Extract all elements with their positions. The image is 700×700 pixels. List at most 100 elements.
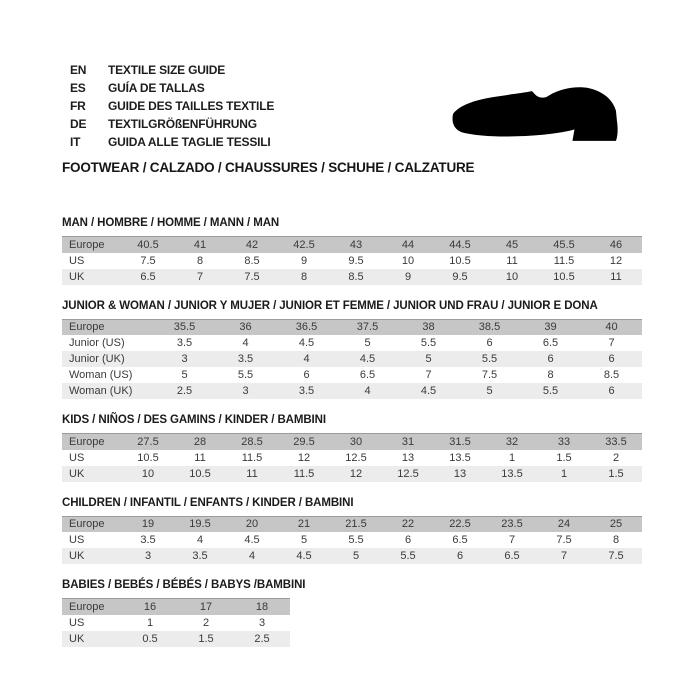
size-value: 6	[303, 369, 310, 381]
size-value: 10	[141, 467, 155, 480]
size-value: 3	[181, 353, 188, 365]
row-label: UK	[69, 270, 85, 283]
row-label: UK	[69, 632, 85, 645]
size-value: 6.5	[359, 369, 376, 381]
size-value: 4.5	[359, 353, 376, 365]
size-value: 5.5	[542, 385, 559, 397]
size-value: 10.5	[137, 451, 159, 464]
size-value: 37.5	[356, 321, 379, 334]
size-value: 8.5	[348, 270, 364, 283]
language-label: GUIDA ALLE TAGLIE TESSILI	[108, 135, 271, 149]
row-label: Europe	[69, 238, 105, 251]
size-value: 45	[505, 238, 519, 251]
row-label: UK	[69, 550, 85, 562]
size-tables: MAN / HOMBRE / HOMME / MANN / MAN Europe 4…	[62, 216, 648, 661]
table-row: Woman (UK) 2.5 3 3.5 4 4.5 5 5.5 6	[62, 383, 642, 399]
size-value: 10	[505, 270, 519, 283]
table-row: Europe 19 19.5 20 21 21.5 22 22.5 23.5 24 25	[62, 516, 642, 532]
language-label: TEXTILE SIZE GUIDE	[108, 63, 226, 77]
row-label: US	[69, 534, 85, 546]
row-label: Europe	[69, 321, 105, 334]
table-row: US 3.5 4 4.5 5 5.5 6 6.5 7 7.5 8	[62, 532, 642, 548]
size-value: 3.5	[192, 550, 208, 562]
size-value: 6	[547, 353, 554, 365]
row-label: Europe	[69, 600, 105, 613]
size-value: 6.5	[452, 534, 468, 546]
size-value: 10	[401, 254, 415, 267]
language-code: EN	[70, 63, 87, 77]
size-value: 36	[239, 321, 252, 334]
size-value: 10.5	[189, 467, 211, 480]
table-row: Woman (US) 5 5.5 6 6.5 7 7.5 8 8.5	[62, 367, 642, 383]
size-value: 28	[193, 435, 207, 448]
section-title: KIDS / NIÑOS / DES GAMINS / KINDER / BAM…	[62, 414, 326, 426]
table-row: Junior (UK) 3 3.5 4 4.5 5 5.5 6 6	[62, 351, 642, 367]
size-value: 7	[508, 534, 516, 546]
language-row-es: ES GUÍA DE TALLAS	[70, 79, 274, 97]
table-row: Europe 35.5 36 36.5 37.5 38 38.5 39 40	[62, 319, 642, 335]
size-value: 31.5	[449, 435, 471, 448]
size-value: 4.5	[420, 385, 437, 397]
row-label: UK	[69, 467, 85, 480]
size-value: 11	[506, 254, 518, 267]
size-value: 3.5	[298, 385, 315, 397]
size-value: 6	[404, 534, 412, 546]
size-value: 23.5	[501, 518, 523, 531]
size-section: MAN / HOMBRE / HOMME / MANN / MAN Europe 4…	[62, 216, 648, 285]
size-value: 22.5	[449, 518, 471, 531]
size-value: 39	[544, 321, 557, 334]
size-value: 16	[143, 600, 157, 613]
size-value: 18	[255, 600, 269, 613]
table-row: UK 10 10.5 11 11.5 12 12.5 13 13.5 1 1.5	[62, 465, 642, 482]
size-table: Europe 40.5 41 42 42.5 43 44 44.5 45 45.5 46 US 7.5 8…	[62, 236, 642, 285]
size-table: Europe 16 17 18 US 1 2 3 UK 0.5 1.5 2.5	[62, 598, 290, 647]
language-row-de: DE TEXTILGRÖßENFÜHRUNG	[70, 115, 274, 133]
table-row: US 1 2 3	[62, 615, 290, 631]
size-value: 13	[453, 467, 467, 480]
row-label: Europe	[69, 435, 105, 448]
size-value: 4	[248, 550, 256, 562]
size-value: 5.5	[420, 337, 437, 349]
size-value: 5	[300, 534, 308, 546]
size-value: 13.5	[449, 451, 471, 464]
size-value: 4.5	[244, 534, 260, 546]
dress-shoe-icon	[451, 86, 619, 144]
size-value: 10.5	[553, 270, 575, 283]
size-value: 5	[425, 353, 432, 365]
size-value: 36.5	[295, 321, 318, 334]
table-row: Europe 27.5 28 28.5 29.5 30 31 31.5 32 33 33.5	[62, 433, 642, 450]
table-row: US 10.5 11 11.5 12 12.5 13 13.5 1 1.5 2	[62, 450, 642, 466]
size-section: BABIES / BEBÉS / BÉBÉS / BABYS /BAMBINI E…	[62, 578, 648, 647]
language-code: FR	[70, 99, 86, 113]
size-value: 40	[605, 321, 618, 334]
size-value: 38	[422, 321, 435, 334]
size-value: 42	[245, 238, 259, 251]
size-value: 6	[456, 550, 464, 562]
size-value: 11.5	[553, 254, 575, 267]
size-value: 31	[401, 435, 415, 448]
size-value: 4	[364, 385, 371, 397]
size-value: 30	[349, 435, 363, 448]
size-value: 12	[609, 254, 623, 267]
size-value: 7	[608, 337, 615, 349]
size-section: CHILDREN / INFANTIL / ENFANTS / KINDER /…	[62, 496, 648, 564]
language-code: IT	[70, 135, 81, 149]
size-value: 1.5	[198, 632, 214, 645]
size-table: Europe 27.5 28 28.5 29.5 30 31 31.5 32 33 33.5 US 10…	[62, 433, 642, 482]
language-label: GUÍA DE TALLAS	[108, 81, 205, 95]
size-value: 7	[560, 550, 568, 562]
section-title: JUNIOR & WOMAN / JUNIOR Y MUJER / JUNIOR…	[62, 299, 598, 312]
size-value: 3	[242, 385, 249, 397]
size-value: 9	[404, 270, 412, 283]
language-row-en: EN TEXTILE SIZE GUIDE	[70, 61, 274, 79]
size-value: 1.5	[608, 467, 624, 480]
size-value: 4.5	[298, 337, 315, 349]
size-value: 33.5	[605, 435, 627, 448]
size-value: 4.5	[296, 550, 312, 562]
size-value: 43	[349, 238, 363, 251]
table-row: Junior (US) 3.5 4 4.5 5 5.5 6 6.5 7	[62, 335, 642, 351]
size-value: 45.5	[553, 238, 575, 251]
size-value: 19	[141, 518, 155, 531]
size-value: 27.5	[137, 435, 159, 448]
size-value: 21	[297, 518, 311, 531]
